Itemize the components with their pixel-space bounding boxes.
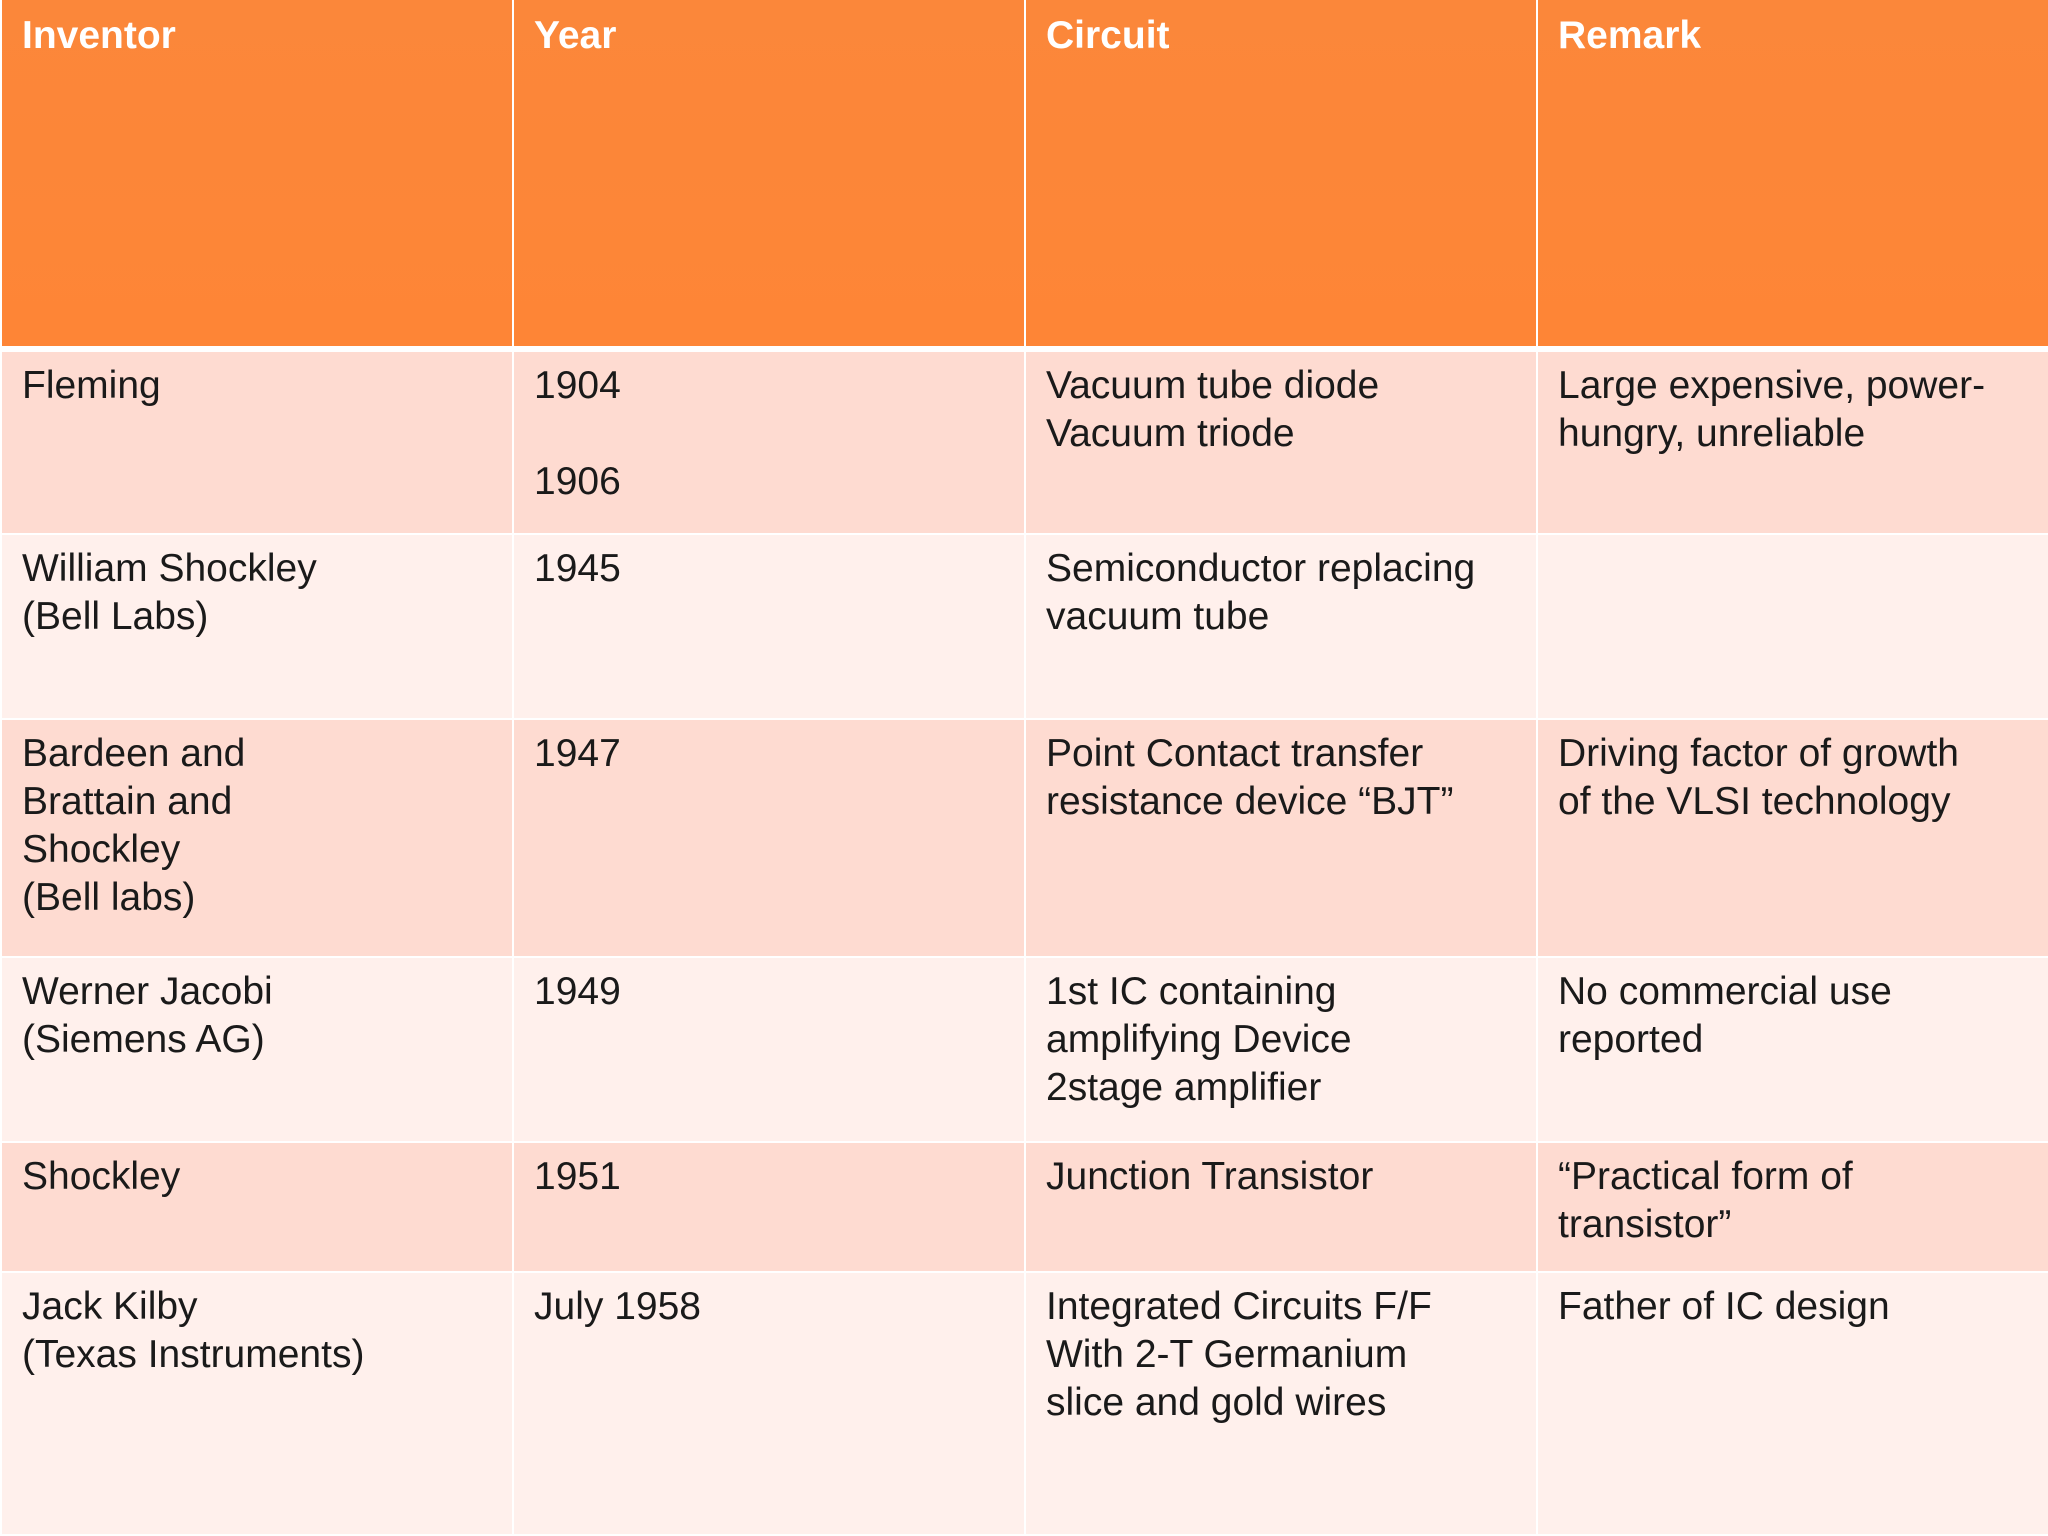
table-row: Werner Jacobi (Siemens AG) 1949 1st IC c… [0, 955, 2048, 1144]
header-year: Year [512, 0, 1026, 352]
cell-circuit: Junction Transistor [1024, 1141, 1538, 1273]
cell-year: July 1958 [512, 1270, 1026, 1536]
cell-remark: No commercial use reported [1536, 955, 2048, 1144]
header-row: Inventor Year Circuit Remark [0, 0, 2048, 352]
cell-year: 1904 1906 [512, 348, 1026, 535]
cell-circuit: Vacuum tube diode Vacuum triode [1024, 348, 1538, 535]
cell-inventor: William Shockley (Bell Labs) [0, 532, 514, 720]
cell-year: 1951 [512, 1141, 1026, 1273]
cell-circuit: Integrated Circuits F/F With 2-T Germani… [1024, 1270, 1538, 1536]
header-circuit: Circuit [1024, 0, 1538, 352]
cell-remark: Driving factor of growth of the VLSI tec… [1536, 717, 2048, 958]
cell-inventor: Jack Kilby (Texas Instruments) [0, 1270, 514, 1536]
cell-circuit: 1st IC containing amplifying Device 2sta… [1024, 955, 1538, 1144]
cell-remark [1536, 532, 2048, 720]
cell-year: 1945 [512, 532, 1026, 720]
cell-circuit: Point Contact transfer resistance device… [1024, 717, 1538, 958]
cell-inventor: Shockley [0, 1141, 514, 1273]
cell-remark: “Practical form of transistor” [1536, 1141, 2048, 1273]
table-row: William Shockley (Bell Labs) 1945 Semico… [0, 532, 2048, 720]
table-row: Jack Kilby (Texas Instruments) July 1958… [0, 1270, 2048, 1536]
table-row: Bardeen and Brattain and Shockley (Bell … [0, 717, 2048, 958]
cell-circuit: Semiconductor replacing vacuum tube [1024, 532, 1538, 720]
header-inventor: Inventor [0, 0, 514, 352]
cell-inventor: Werner Jacobi (Siemens AG) [0, 955, 514, 1144]
cell-year: 1949 [512, 955, 1026, 1144]
cell-inventor: Fleming [0, 348, 514, 535]
cell-year: 1947 [512, 717, 1026, 958]
cell-remark: Father of IC design [1536, 1270, 2048, 1536]
header-remark: Remark [1536, 0, 2048, 352]
table-row: Shockley 1951 Junction Transistor “Pract… [0, 1141, 2048, 1273]
cell-remark: Large expensive, power- hungry, unreliab… [1536, 348, 2048, 535]
table-row: Fleming 1904 1906 Vacuum tube diode Vacu… [0, 348, 2048, 535]
cell-inventor: Bardeen and Brattain and Shockley (Bell … [0, 717, 514, 958]
